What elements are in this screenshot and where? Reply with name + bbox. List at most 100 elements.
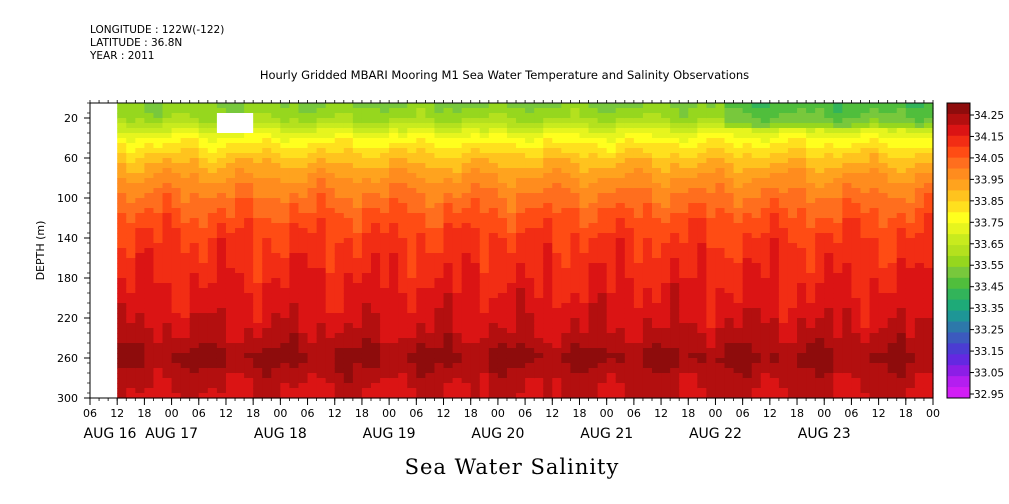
heatmap-cell bbox=[461, 388, 472, 394]
heatmap-cell bbox=[407, 348, 417, 354]
heatmap-cell bbox=[479, 388, 490, 394]
heatmap-cell bbox=[642, 213, 653, 219]
heatmap-cell bbox=[633, 233, 644, 239]
heatmap-cell bbox=[162, 368, 173, 374]
heatmap-cell bbox=[579, 383, 590, 389]
heatmap-cell bbox=[135, 158, 145, 164]
heatmap-cell bbox=[679, 128, 689, 134]
heatmap-cell bbox=[588, 193, 599, 199]
heatmap-cell bbox=[824, 338, 834, 344]
heatmap-cell bbox=[198, 253, 209, 259]
heatmap-cell bbox=[860, 363, 871, 369]
heatmap-cell bbox=[806, 158, 816, 164]
heatmap-cell bbox=[787, 268, 798, 274]
heatmap-cell bbox=[633, 338, 644, 344]
heatmap-cell bbox=[579, 128, 590, 134]
heatmap-cell bbox=[144, 248, 155, 254]
heatmap-cell bbox=[769, 108, 780, 114]
heatmap-cell bbox=[525, 183, 535, 189]
heatmap-cell bbox=[126, 348, 136, 354]
heatmap-cell bbox=[642, 343, 653, 349]
heatmap-cell bbox=[189, 193, 200, 199]
heatmap-cell bbox=[189, 338, 200, 344]
heatmap-cell bbox=[833, 223, 843, 229]
heatmap-cell bbox=[407, 243, 417, 249]
heatmap-cell bbox=[543, 358, 553, 364]
heatmap-cell bbox=[271, 263, 281, 269]
heatmap-cell bbox=[479, 223, 490, 229]
heatmap-cell bbox=[425, 393, 436, 399]
heatmap-cell bbox=[697, 353, 707, 359]
heatmap-cell bbox=[860, 203, 871, 209]
heatmap-cell bbox=[416, 293, 426, 299]
heatmap-cell bbox=[751, 123, 762, 129]
heatmap-cell bbox=[325, 163, 336, 169]
heatmap-cell bbox=[724, 253, 735, 259]
heatmap-cell bbox=[253, 258, 263, 264]
heatmap-cell bbox=[207, 318, 218, 324]
heatmap-cell bbox=[869, 268, 880, 274]
heatmap-cell bbox=[189, 198, 200, 204]
heatmap-cell bbox=[126, 333, 136, 339]
heatmap-cell bbox=[878, 243, 889, 249]
heatmap-cell bbox=[642, 198, 653, 204]
heatmap-cell bbox=[842, 233, 853, 239]
heatmap-cell bbox=[352, 123, 363, 129]
heatmap-cell bbox=[180, 268, 191, 274]
heatmap-cell bbox=[416, 173, 426, 179]
heatmap-cell bbox=[561, 113, 572, 119]
heatmap-cell bbox=[307, 158, 318, 164]
heatmap-cell bbox=[262, 203, 272, 209]
heatmap-cell bbox=[597, 368, 608, 374]
heatmap-cell bbox=[207, 218, 218, 224]
heatmap-cell bbox=[552, 338, 562, 344]
heatmap-cell bbox=[371, 323, 381, 329]
heatmap-cell bbox=[697, 103, 707, 109]
heatmap-cell bbox=[597, 348, 608, 354]
heatmap-cell bbox=[298, 283, 309, 289]
heatmap-cell bbox=[534, 103, 544, 109]
heatmap-cell bbox=[371, 343, 381, 349]
heatmap-cell bbox=[425, 358, 436, 364]
heatmap-cell bbox=[697, 148, 707, 154]
heatmap-cell bbox=[624, 103, 635, 109]
heatmap-cell bbox=[216, 278, 227, 284]
heatmap-cell bbox=[579, 348, 590, 354]
heatmap-cell bbox=[171, 348, 182, 354]
heatmap-cell bbox=[851, 128, 862, 134]
heatmap-cell bbox=[316, 328, 327, 334]
heatmap-cell bbox=[543, 338, 553, 344]
heatmap-cell bbox=[833, 143, 843, 149]
heatmap-cell bbox=[606, 188, 617, 194]
heatmap-cell bbox=[869, 213, 880, 219]
heatmap-cell bbox=[724, 308, 735, 314]
heatmap-cell bbox=[860, 273, 871, 279]
heatmap-cell bbox=[135, 133, 145, 139]
heatmap-cell bbox=[135, 123, 145, 129]
heatmap-cell bbox=[189, 153, 200, 159]
heatmap-cell bbox=[742, 238, 753, 244]
heatmap-cell bbox=[171, 283, 182, 289]
heatmap-cell bbox=[652, 383, 662, 389]
heatmap-cell bbox=[316, 133, 327, 139]
heatmap-cell bbox=[525, 228, 535, 234]
heatmap-cell bbox=[380, 363, 390, 369]
heatmap-cell bbox=[742, 173, 753, 179]
heatmap-cell bbox=[579, 103, 590, 109]
heatmap-cell bbox=[452, 318, 463, 324]
heatmap-cell bbox=[153, 158, 164, 164]
heatmap-cell bbox=[860, 218, 871, 224]
heatmap-cell bbox=[597, 123, 608, 129]
heatmap-cell bbox=[506, 113, 517, 119]
heatmap-cell bbox=[733, 133, 744, 139]
heatmap-cell bbox=[860, 313, 871, 319]
heatmap-cell bbox=[570, 288, 581, 294]
heatmap-cell bbox=[352, 363, 363, 369]
heatmap-cell bbox=[670, 393, 680, 399]
heatmap-cell bbox=[697, 123, 707, 129]
heatmap-cell bbox=[479, 103, 490, 109]
heatmap-cell bbox=[543, 278, 553, 284]
heatmap-cell bbox=[561, 318, 572, 324]
heatmap-cell bbox=[334, 268, 345, 274]
heatmap-cell bbox=[443, 363, 454, 369]
